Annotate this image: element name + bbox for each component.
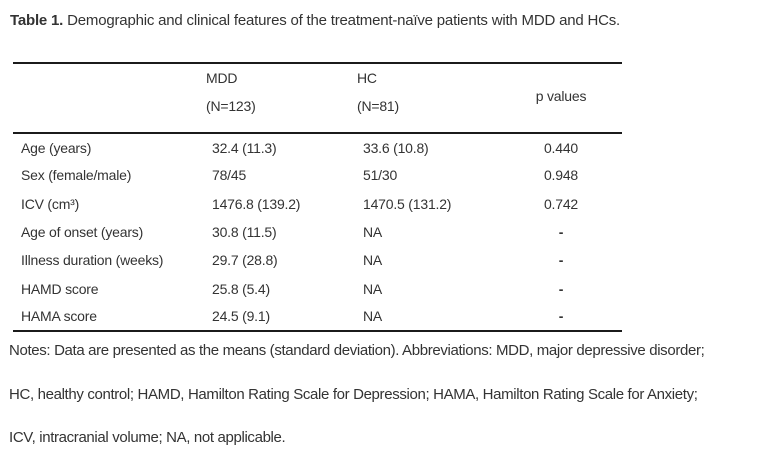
demographics-table: MDD (N=123) HC (N=81) p values Age (year… bbox=[13, 62, 622, 333]
hc-value: 51/30 bbox=[363, 167, 398, 184]
mdd-value: 30.8 (11.5) bbox=[212, 224, 277, 241]
hc-value: NA bbox=[363, 252, 383, 269]
p-value: - bbox=[558, 224, 564, 241]
mdd-column-header: MDD bbox=[206, 70, 238, 86]
row-label: ICV (cm³) bbox=[21, 195, 80, 212]
hc-value: 1470.5 (131.2) bbox=[363, 195, 452, 212]
header-row: MDD (N=123) HC (N=81) p values bbox=[13, 63, 622, 134]
table-row: ICV (cm³) 1476.8 (139.2) 1470.5 (131.2) … bbox=[13, 190, 622, 218]
hc-value: 33.6 (10.8) bbox=[363, 139, 429, 156]
table-title: Table 1. Demographic and clinical feature… bbox=[10, 12, 620, 29]
hc-value: NA bbox=[363, 308, 383, 325]
p-value: - bbox=[558, 252, 564, 269]
table-row: HAMA score 24.5 (9.1) NA - bbox=[13, 303, 622, 331]
p-value: 0.440 bbox=[543, 139, 579, 156]
table-number-label: Table 1. bbox=[10, 12, 64, 29]
mdd-value: 24.5 (9.1) bbox=[212, 308, 270, 325]
hc-value: NA bbox=[363, 224, 383, 241]
mdd-value: 78/45 bbox=[212, 167, 247, 184]
p-values-column-header: p values bbox=[500, 63, 622, 134]
mdd-value: 32.4 (11.3) bbox=[212, 139, 277, 156]
table-row: Age (years) 32.4 (11.3) 33.6 (10.8) 0.44… bbox=[13, 133, 622, 161]
table-row: Sex (female/male) 78/45 51/30 0.948 bbox=[13, 161, 622, 189]
mdd-value: 1476.8 (139.2) bbox=[212, 195, 301, 212]
table-row: Age of onset (years) 30.8 (11.5) NA - bbox=[13, 218, 622, 246]
table-notes-line-3: ICV, intracranial volume; NA, not applic… bbox=[9, 429, 286, 446]
mdd-sample-size: (N=123) bbox=[206, 98, 256, 114]
row-label: HAMA score bbox=[21, 308, 97, 325]
mdd-value: 29.7 (28.8) bbox=[212, 252, 278, 269]
hc-sample-size: (N=81) bbox=[357, 98, 399, 114]
hc-value: NA bbox=[363, 280, 383, 297]
p-value: - bbox=[558, 308, 564, 325]
header-empty-cell bbox=[13, 63, 204, 134]
table-row: HAMD score 25.8 (5.4) NA - bbox=[13, 274, 622, 302]
table-notes-line-1: Notes: Data are presented as the means (… bbox=[9, 342, 705, 359]
row-label: HAMD score bbox=[21, 280, 99, 297]
row-label: Illness duration (weeks) bbox=[21, 252, 164, 269]
hc-column-header: HC bbox=[357, 70, 377, 86]
header-hc-cell: HC (N=81) bbox=[355, 63, 500, 134]
mdd-value: 25.8 (5.4) bbox=[212, 280, 270, 297]
p-value: - bbox=[558, 280, 564, 297]
row-label: Sex (female/male) bbox=[21, 167, 132, 184]
row-label: Age (years) bbox=[21, 139, 92, 156]
table-notes-line-2: HC, healthy control; HAMD, Hamilton Rati… bbox=[9, 386, 698, 403]
row-label: Age of onset (years) bbox=[21, 224, 144, 241]
table-caption-text: Demographic and clinical features of the… bbox=[67, 12, 620, 29]
p-value: 0.948 bbox=[543, 167, 579, 184]
header-mdd-cell: MDD (N=123) bbox=[204, 63, 355, 134]
p-value: 0.742 bbox=[543, 195, 579, 212]
table-row: Illness duration (weeks) 29.7 (28.8) NA … bbox=[13, 246, 622, 274]
